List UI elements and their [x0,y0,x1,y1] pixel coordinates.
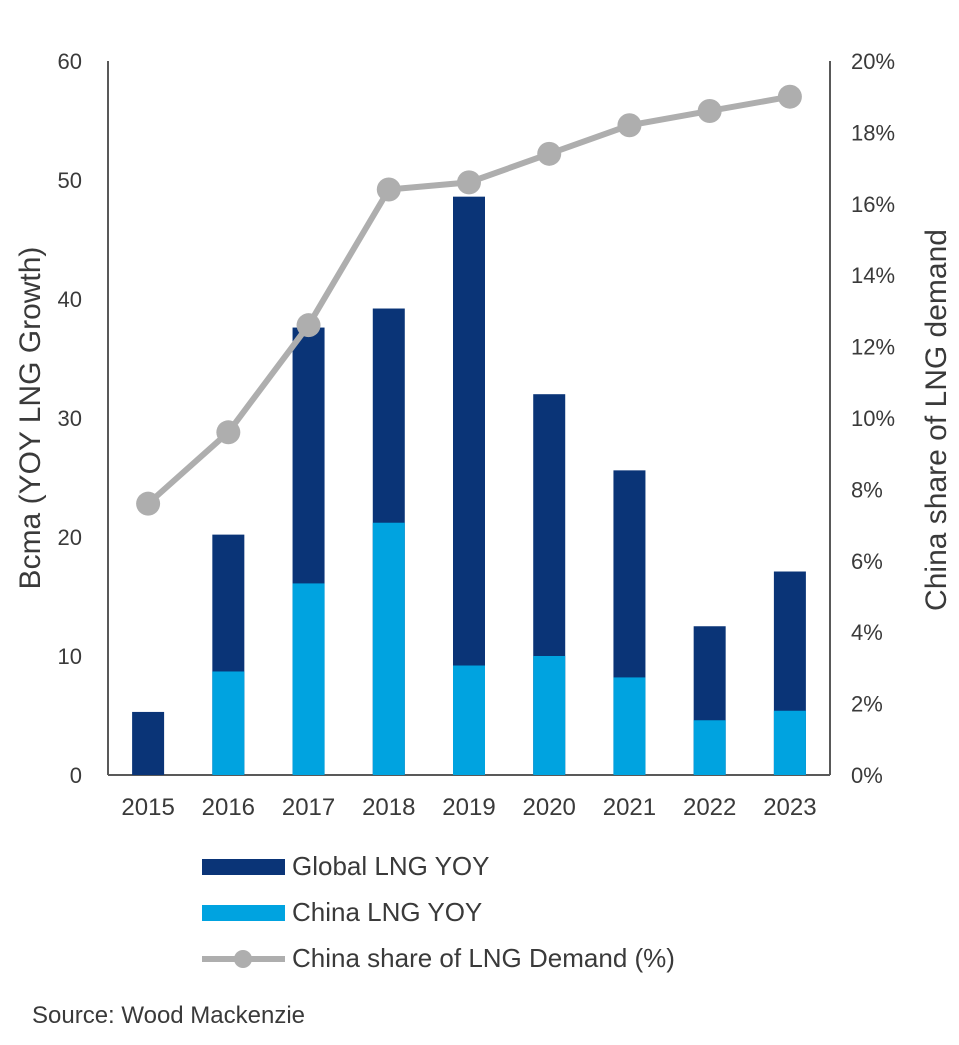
x-tick-label: 2022 [683,794,736,821]
bar-china-2023 [773,710,806,775]
y-tick-label: 10 [58,644,82,669]
china-lng-bars [212,522,806,775]
combo-chart: 0 10 20 30 40 50 60 0% 2% 4% 6% 8% 10% 12% 14% 16% 18% 20… [14,49,953,821]
y-tick-label: 40 [58,287,82,312]
y-tick-label: 0 [70,763,82,788]
bar-global-2015 [132,711,165,775]
y2-tick-label: 10% [851,406,895,431]
y2-tick-label: 4% [851,620,883,645]
share-point-2015 [136,491,161,516]
y2-tick-label: 6% [851,549,883,574]
share-point-2023 [777,84,802,109]
y-tick-label: 20 [58,525,82,550]
x-tick-label: 2020 [523,794,576,821]
share-point-2018 [376,177,401,202]
source-note: Source: Wood Mackenzie [32,1002,306,1029]
y-axis-title: Bcma (YOY LNG Growth) [14,247,47,590]
y2-tick-label: 20% [851,49,895,74]
y-tick-label: 50 [58,168,82,193]
bar-china-2016 [212,671,245,775]
legend-label-global: Global LNG YOY [292,851,490,881]
legend-swatch-share-marker [234,950,252,968]
y-tick-label: 30 [58,406,82,431]
share-point-2021 [617,113,642,138]
x-tick-label: 2019 [442,794,495,821]
y2-tick-label: 0% [851,763,883,788]
bar-china-2018 [372,522,405,775]
bar-china-2020 [533,656,566,775]
y2-axis-title: China share of LNG demand [920,229,953,611]
share-point-2017 [296,313,321,338]
china-share-line [136,84,802,516]
legend-swatch-global [202,859,285,875]
y2-tick-label: 8% [851,477,883,502]
share-point-2019 [457,170,481,195]
x-tick-label: 2015 [121,794,174,821]
share-point-2022 [697,98,722,123]
share-point-2016 [216,420,241,445]
x-tick-label: 2021 [603,794,656,821]
x-tick-label: 2018 [362,794,415,821]
legend-label-china: China LNG YOY [292,897,483,927]
bar-china-2017 [292,583,325,775]
bar-china-2019 [453,665,485,775]
x-tick-label: 2017 [282,794,335,821]
legend-swatch-china [202,905,285,921]
tick-labels: 0 10 20 30 40 50 60 0% 2% 4% 6% 8% 10% 12% 14% 16% 18% 20… [58,49,896,821]
y2-tick-label: 18% [851,120,895,145]
x-tick-label: 2016 [202,794,255,821]
y2-tick-label: 16% [851,192,895,217]
x-tick-label: 2023 [763,794,816,821]
y2-tick-label: 2% [851,692,883,717]
share-point-2020 [537,141,562,166]
y2-tick-label: 12% [851,335,895,360]
bar-china-2021 [613,677,646,775]
y-tick-label: 60 [58,49,82,74]
legend-label-share: China share of LNG Demand (%) [292,943,675,973]
y2-tick-label: 14% [851,263,895,288]
bar-china-2022 [693,720,726,775]
